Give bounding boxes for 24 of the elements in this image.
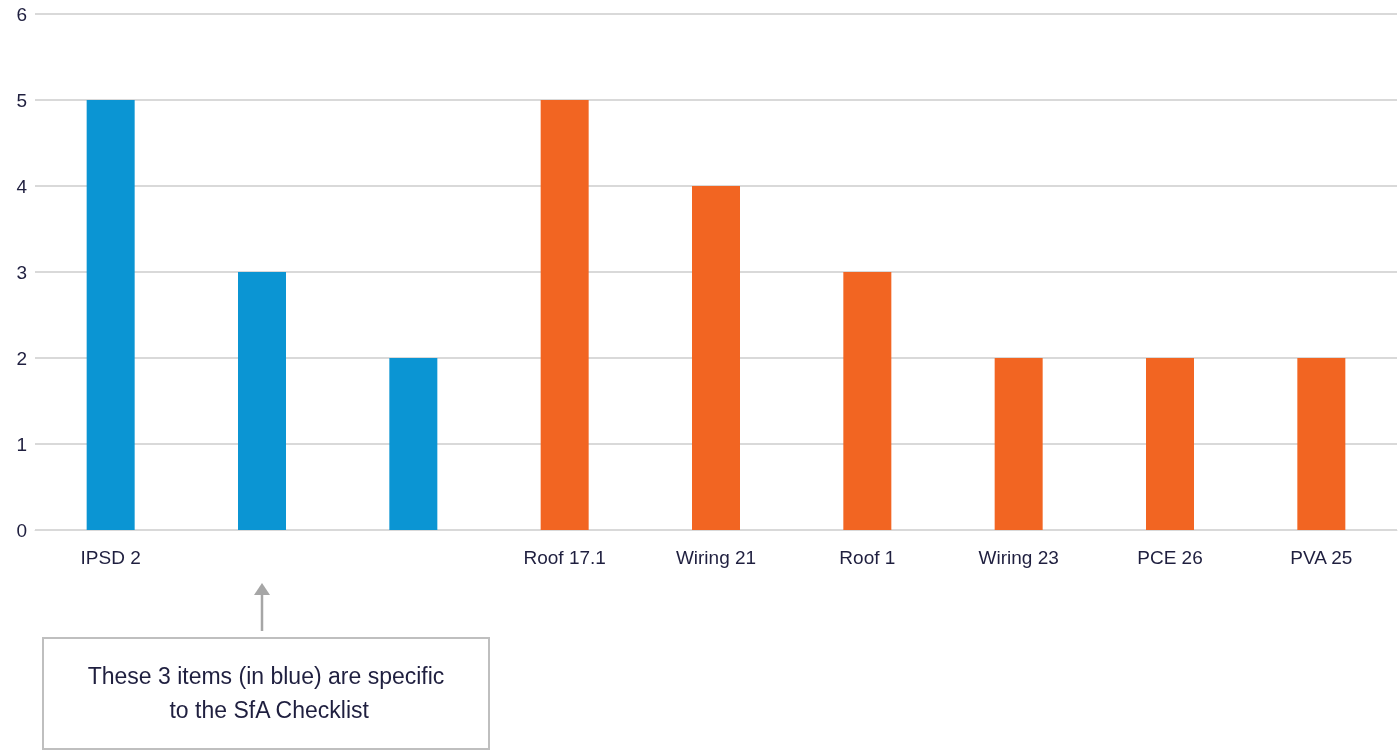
bar: [1146, 358, 1194, 530]
bar: [1297, 358, 1346, 530]
x-tick-label: Wiring 23: [978, 547, 1059, 568]
y-tick-label: 3: [16, 261, 27, 283]
text: These 3 items (in blue) are specific to the SfA Checklist: [87, 663, 445, 723]
bar: [540, 100, 589, 530]
y-tick-label: 0: [16, 519, 27, 541]
x-tick-label: Wiring 21: [675, 547, 757, 568]
y-tick-label: 1: [16, 433, 27, 455]
x-tick-label: PCE 26: [1137, 547, 1203, 568]
x-tick-label: IPSD 2: [80, 547, 141, 568]
bar: [86, 100, 135, 530]
y-tick-label: 2: [16, 347, 27, 369]
x-tick-label: Roof 1: [839, 547, 896, 568]
bar: [692, 186, 740, 530]
bar: [238, 272, 286, 530]
y-tick-label: 5: [16, 89, 27, 111]
bar: [843, 272, 892, 530]
y-tick-label: 6: [16, 3, 27, 25]
bar: [389, 358, 438, 530]
y-tick-label: 4: [16, 175, 28, 197]
x-tick-label: Roof 17.1: [523, 547, 606, 568]
bar: [994, 358, 1043, 530]
x-tick-label: PVA 25: [1290, 547, 1353, 568]
